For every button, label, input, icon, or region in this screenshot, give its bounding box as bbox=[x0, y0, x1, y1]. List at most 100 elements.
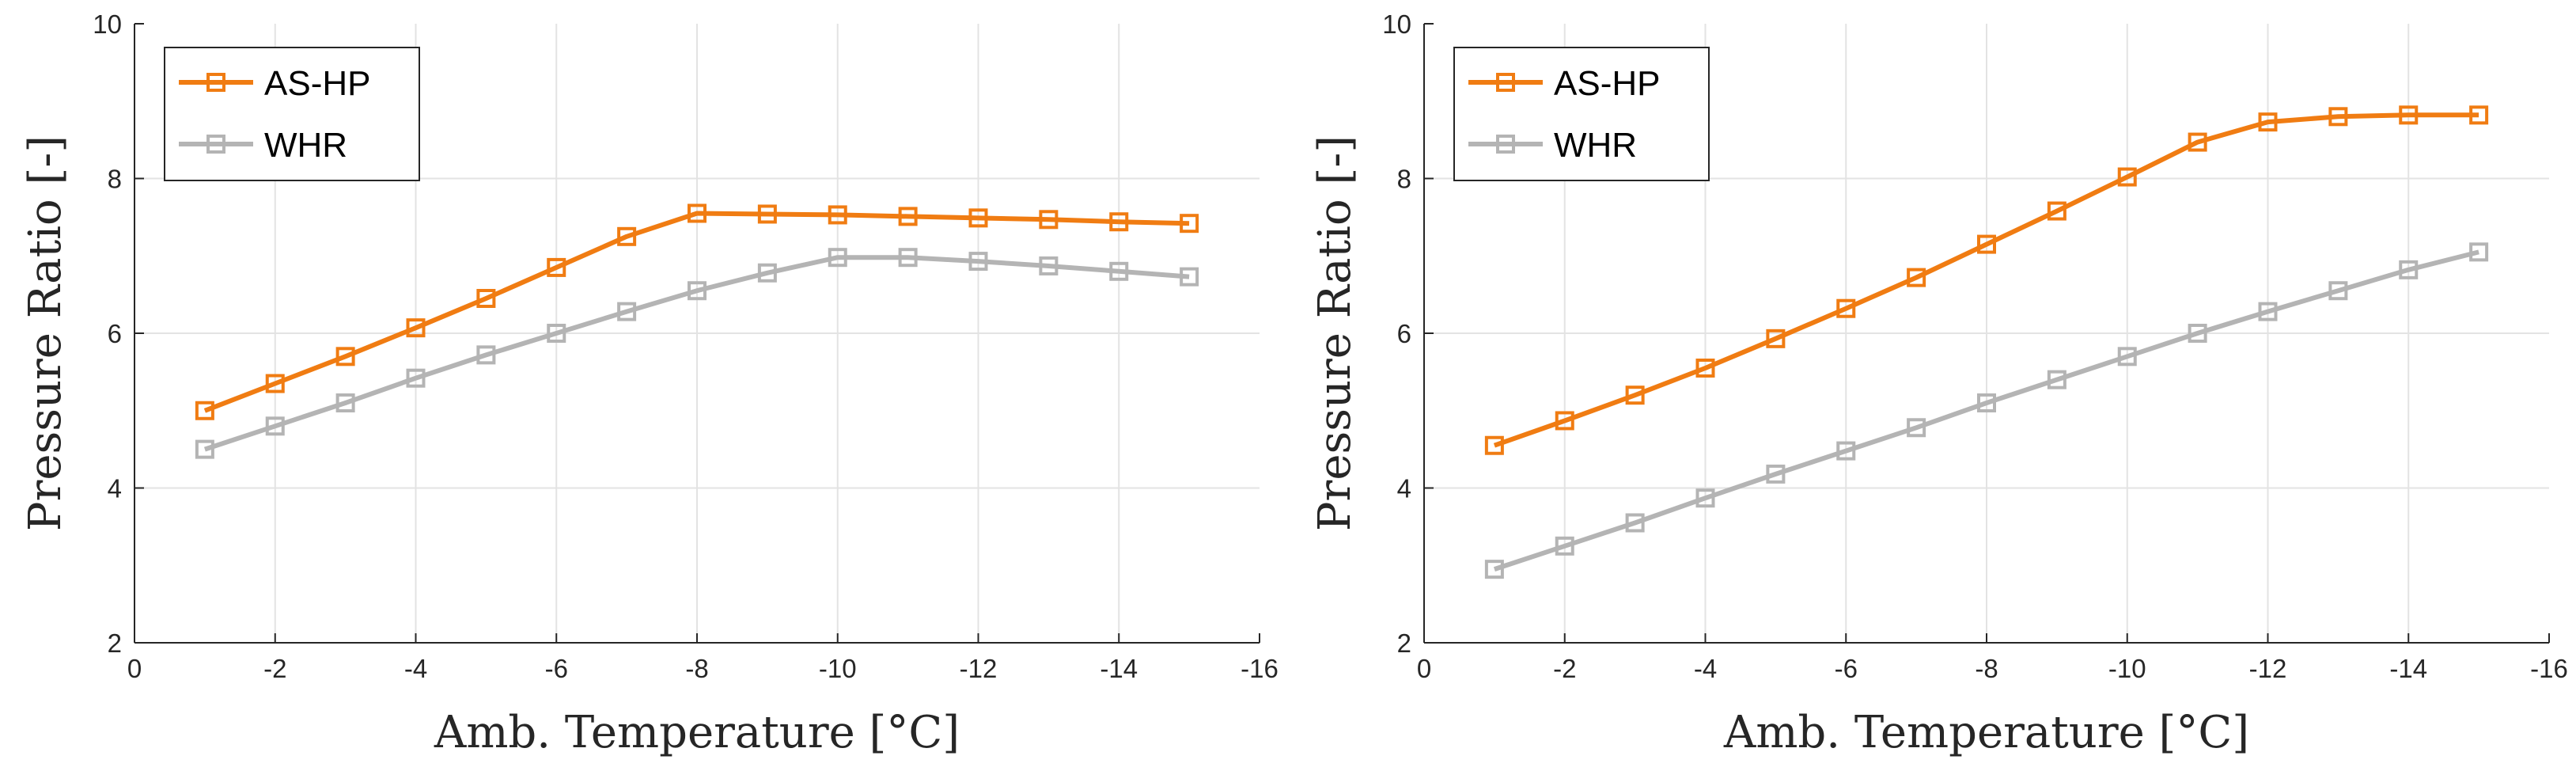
legend-box bbox=[164, 47, 420, 181]
y-tick-label: 4 bbox=[108, 474, 122, 503]
data-point-as-hp bbox=[406, 318, 426, 338]
data-point-whr bbox=[2469, 242, 2489, 262]
data-point-whr bbox=[688, 281, 707, 301]
series-line-whr bbox=[1493, 249, 2479, 572]
data-point-as-hp bbox=[1039, 210, 1059, 230]
x-axis-label: Amb. Temperature [°C] bbox=[434, 707, 960, 758]
y-tick-label: 10 bbox=[1382, 9, 1411, 39]
series-line-whr bbox=[203, 255, 1190, 452]
data-point-as-hp bbox=[2258, 112, 2278, 132]
y-axis-label: Pressure Ratio [-] bbox=[1309, 135, 1361, 531]
x-tick-label: 0 bbox=[127, 654, 142, 683]
y-tick-label: 6 bbox=[108, 319, 122, 348]
legend: AS-HP WHR bbox=[164, 47, 420, 181]
data-point-whr bbox=[1180, 267, 1199, 287]
data-point-whr bbox=[2258, 302, 2278, 321]
x-tick-label: -8 bbox=[685, 654, 708, 683]
data-point-whr bbox=[1109, 261, 1129, 281]
data-point-whr bbox=[335, 393, 355, 412]
data-point-whr bbox=[1625, 513, 1645, 533]
data-point-as-hp bbox=[2328, 107, 2348, 127]
x-tick-label: -10 bbox=[819, 654, 857, 683]
data-point-as-hp bbox=[2469, 105, 2489, 125]
x-tick-label: -6 bbox=[1835, 654, 1858, 683]
legend-label-as-hp: AS-HP bbox=[1554, 64, 1660, 103]
x-tick-label: -12 bbox=[960, 654, 998, 683]
series-line-as-hp bbox=[1493, 112, 2479, 448]
data-point-whr bbox=[2117, 347, 2137, 367]
data-point-whr bbox=[1766, 464, 1786, 484]
y-tick-label: 8 bbox=[108, 165, 122, 194]
x-tick-label: -2 bbox=[263, 654, 286, 683]
data-point-whr bbox=[2328, 281, 2348, 301]
legend-box bbox=[1453, 47, 1710, 181]
x-axis-label: Amb. Temperature [°C] bbox=[1723, 707, 2249, 758]
legend-label-as-hp: AS-HP bbox=[264, 64, 370, 103]
data-point-as-hp bbox=[968, 208, 988, 228]
data-point-whr bbox=[2399, 260, 2419, 279]
x-tick-label: -14 bbox=[2389, 654, 2427, 683]
data-point-as-hp bbox=[2047, 201, 2066, 221]
data-point-whr bbox=[1977, 393, 1996, 412]
x-tick-label: -8 bbox=[1975, 654, 1998, 683]
data-point-as-hp bbox=[1180, 214, 1199, 234]
x-tick-label: -12 bbox=[2249, 654, 2287, 683]
data-point-as-hp bbox=[1907, 268, 1926, 287]
data-point-as-hp bbox=[2399, 105, 2419, 125]
data-point-as-hp bbox=[1109, 212, 1129, 232]
data-point-as-hp bbox=[898, 207, 918, 226]
data-point-whr bbox=[1836, 441, 1856, 461]
legend: AS-HP WHR bbox=[1453, 47, 1710, 181]
x-tick-label: -4 bbox=[1694, 654, 1717, 683]
legend-label-whr: WHR bbox=[1554, 126, 1637, 165]
data-point-whr bbox=[1484, 560, 1504, 579]
legend-marker-whr bbox=[1496, 135, 1515, 154]
y-axis-label: Pressure Ratio [-] bbox=[20, 135, 71, 531]
x-tick-label: -6 bbox=[545, 654, 568, 683]
data-point-as-hp bbox=[1836, 298, 1856, 318]
y-tick-label: 2 bbox=[108, 629, 122, 658]
chart-panel-right: 0 -2 -4 -6 -8 -10 -12 -14 -16 2 4 6 8 10 Amb. Temperat… bbox=[1309, 9, 2568, 758]
legend-label-whr: WHR bbox=[264, 126, 347, 165]
x-tick-label: -2 bbox=[1553, 654, 1576, 683]
data-point-as-hp bbox=[1695, 358, 1715, 378]
x-tick-label: -14 bbox=[1100, 654, 1138, 683]
data-point-whr bbox=[476, 345, 496, 365]
legend-marker-whr bbox=[206, 135, 225, 154]
data-point-as-hp bbox=[1484, 435, 1504, 455]
data-point-whr bbox=[195, 439, 214, 459]
data-point-whr bbox=[547, 324, 566, 343]
x-tick-label: 0 bbox=[1417, 654, 1431, 683]
data-point-as-hp bbox=[2188, 132, 2207, 152]
y-tick-label: 10 bbox=[93, 9, 122, 39]
data-point-as-hp bbox=[2117, 167, 2137, 187]
chart-panel-left: 0 -2 -4 -6 -8 -10 -12 -14 -16 2 4 6 8 10 Amb. Temperat… bbox=[20, 9, 1279, 758]
data-point-whr bbox=[968, 252, 988, 272]
data-point-whr bbox=[1907, 418, 1926, 438]
data-point-as-hp bbox=[828, 205, 847, 225]
data-point-as-hp bbox=[617, 226, 637, 246]
data-point-whr bbox=[1555, 536, 1574, 556]
legend-marker-as-hp bbox=[206, 73, 225, 92]
x-tick-label: -16 bbox=[2530, 654, 2568, 683]
data-point-whr bbox=[828, 248, 847, 268]
y-tick-label: 2 bbox=[1397, 629, 1411, 658]
data-point-as-hp bbox=[1555, 411, 1574, 431]
data-point-whr bbox=[1039, 256, 1059, 275]
data-point-as-hp bbox=[547, 257, 566, 277]
data-point-whr bbox=[617, 302, 637, 321]
x-tick-label: -16 bbox=[1241, 654, 1279, 683]
data-point-whr bbox=[1695, 488, 1715, 508]
data-point-as-hp bbox=[1625, 386, 1645, 405]
data-point-as-hp bbox=[265, 374, 285, 393]
y-tick-label: 4 bbox=[1397, 474, 1411, 503]
data-point-whr bbox=[265, 416, 285, 436]
y-tick-label: 6 bbox=[1397, 319, 1411, 348]
y-tick-label: 8 bbox=[1397, 165, 1411, 194]
data-point-whr bbox=[2188, 324, 2207, 343]
data-point-as-hp bbox=[335, 347, 355, 367]
data-point-as-hp bbox=[1766, 329, 1786, 348]
x-tick-label: -4 bbox=[404, 654, 427, 683]
data-point-whr bbox=[898, 248, 918, 268]
